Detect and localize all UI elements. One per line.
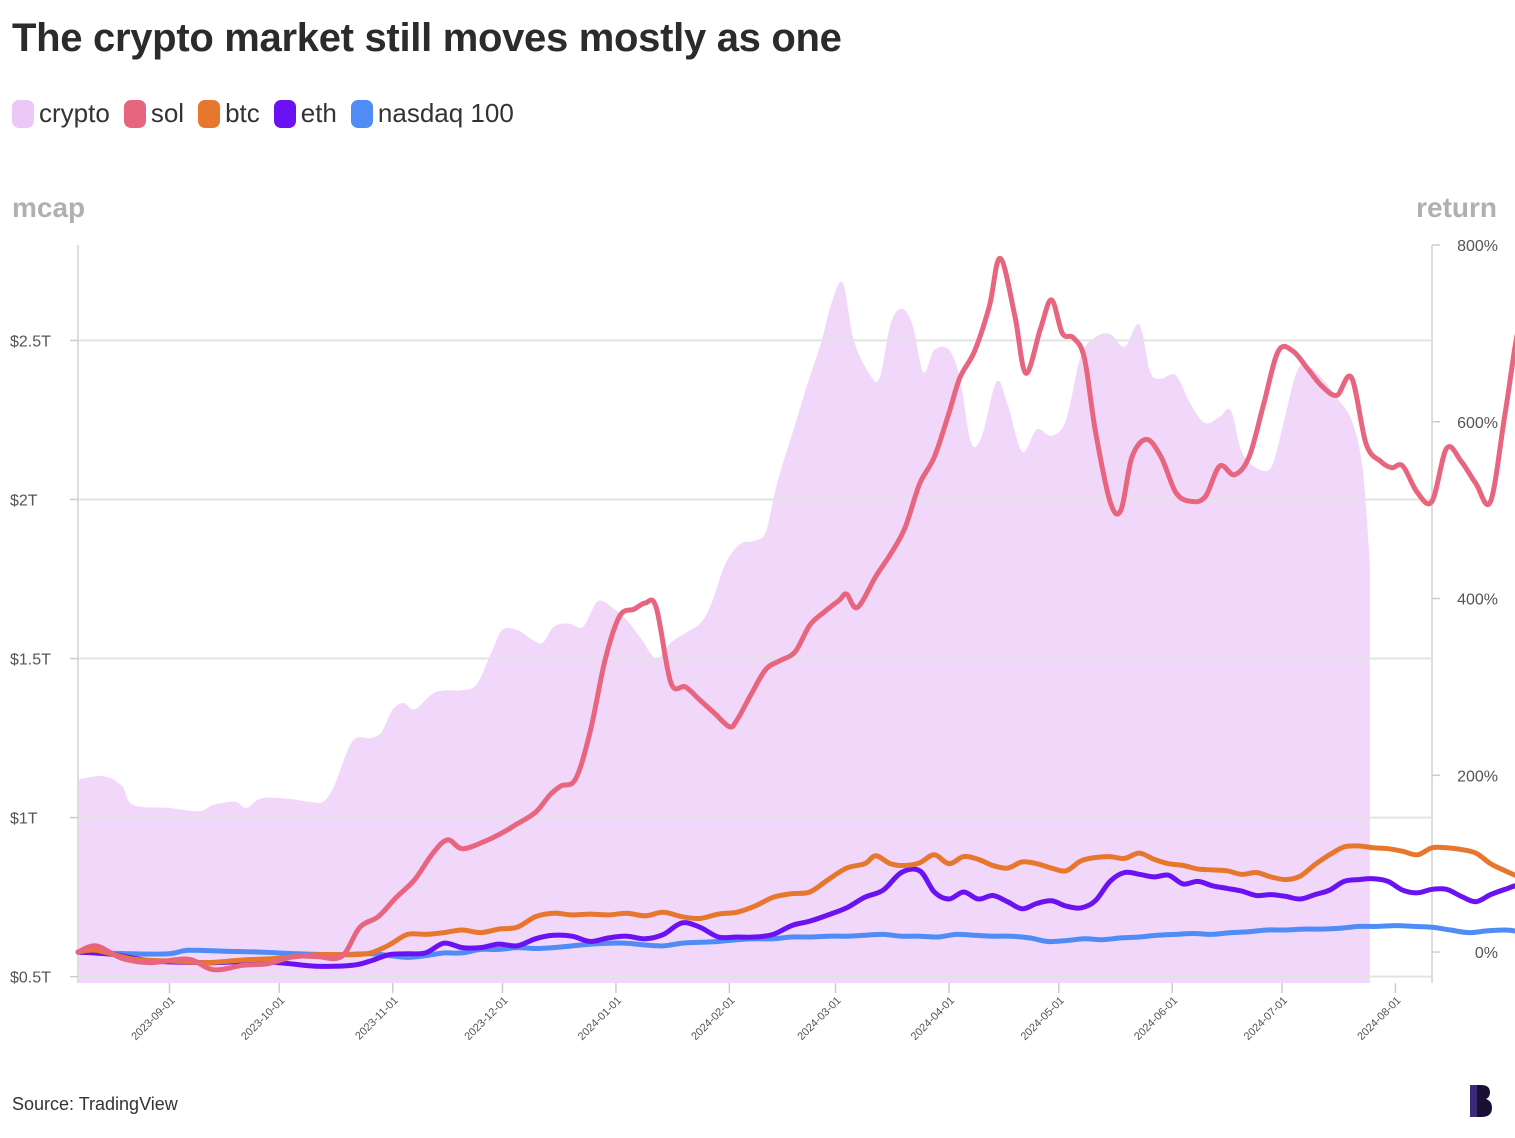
x-tick-label: 2024-07-01: [1242, 995, 1290, 1043]
legend-label-btc: btc: [225, 98, 260, 128]
source-note: Source: TradingView: [12, 1094, 178, 1114]
x-tick-label: 2024-03-01: [795, 995, 843, 1043]
legend-item-eth[interactable]: eth: [273, 98, 337, 129]
right-tick-label: 800%: [1457, 238, 1498, 255]
left-tick-label: $2T: [10, 492, 38, 509]
brand-logo-icon: [1470, 1085, 1492, 1117]
x-tick-label: 2024-08-01: [1355, 995, 1403, 1043]
left-tick-label: $1T: [10, 811, 38, 828]
legend-swatch-btc: [198, 99, 221, 128]
chart-title: The crypto market still moves mostly as …: [12, 16, 842, 60]
right-tick-label: 400%: [1457, 592, 1498, 609]
x-tick-label: 2024-02-01: [689, 995, 737, 1043]
x-tick-label: 2024-06-01: [1132, 995, 1180, 1043]
x-tick-label: 2024-05-01: [1019, 995, 1067, 1043]
legend-swatch-sol: [123, 99, 146, 128]
left-tick-label: $0.5T: [10, 970, 51, 987]
legend-swatch-eth: [273, 99, 296, 128]
left-axis-title: mcap: [12, 192, 86, 223]
legend-item-sol[interactable]: sol: [123, 98, 185, 129]
legend: crypto sol btc eth nasdaq 100: [12, 98, 528, 129]
legend-item-nasdaq[interactable]: nasdaq 100: [350, 98, 514, 129]
series-line-eth: [75, 866, 1515, 969]
x-tick-label: 2023-11-01: [353, 995, 401, 1043]
legend-item-btc[interactable]: btc: [198, 98, 260, 129]
series-line-sol: [75, 255, 1515, 973]
x-tick-label: 2023-12-01: [462, 995, 510, 1043]
right-tick-label: 200%: [1457, 768, 1498, 785]
legend-label-eth: eth: [300, 98, 337, 128]
series-line-btc: [75, 843, 1515, 966]
legend-swatch-crypto: [12, 99, 34, 128]
x-tick-label: 2024-04-01: [909, 995, 957, 1043]
series-line-nasdaq-100: [75, 923, 1515, 960]
legend-label-nasdaq: nasdaq 100: [377, 98, 514, 128]
legend-label-sol: sol: [150, 98, 185, 128]
right-axis-title: return: [1416, 192, 1497, 223]
right-tick-label: 0%: [1475, 945, 1498, 962]
right-tick-label: 600%: [1457, 415, 1498, 432]
legend-item-crypto[interactable]: crypto: [12, 98, 110, 129]
x-tick-label: 2023-10-01: [239, 995, 287, 1043]
x-tick-label: 2023-09-01: [129, 995, 177, 1043]
left-tick-label: $1.5T: [10, 652, 51, 669]
area-crypto: [78, 281, 1370, 983]
x-tick-label: 2024-01-01: [576, 995, 624, 1043]
legend-swatch-nasdaq: [350, 99, 373, 128]
left-tick-label: $2.5T: [10, 333, 51, 350]
legend-label-crypto: crypto: [39, 98, 110, 128]
